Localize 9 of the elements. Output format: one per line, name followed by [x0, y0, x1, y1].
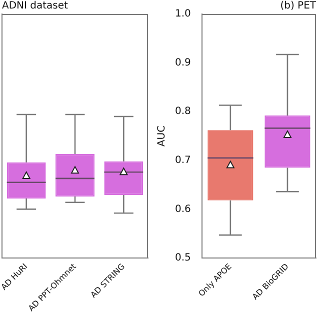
chart-title: ADNI dataset — [2, 0, 68, 12]
y-axis-title: AUC — [156, 125, 168, 147]
chart-title: (b) PET — [280, 0, 317, 12]
y-tick-label: 0.9 — [174, 57, 191, 68]
y-tick-label: 0.6 — [174, 204, 191, 215]
y-tick-label: 0.8 — [174, 106, 191, 118]
y-tick-label: 0.7 — [174, 154, 191, 166]
y-tick-label: 1.0 — [174, 8, 191, 20]
y-tick-label: 0.5 — [174, 252, 191, 264]
